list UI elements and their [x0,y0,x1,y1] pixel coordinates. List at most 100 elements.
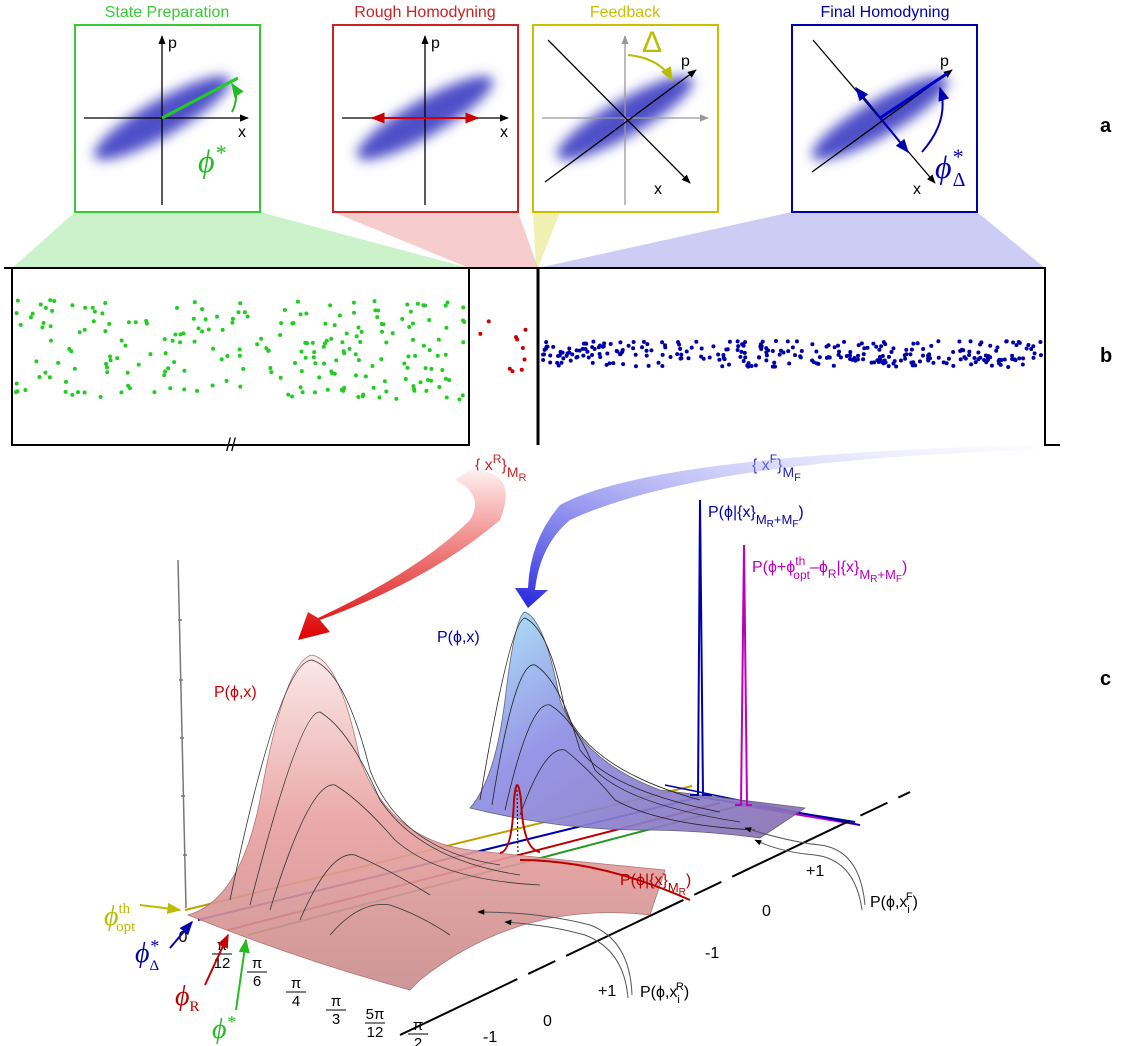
phi-tick-den: 12 [214,955,231,972]
dot [134,320,138,324]
dot [64,380,68,384]
phase-sub: Δ [150,958,160,974]
dot [990,364,994,368]
dot [590,353,594,357]
dot [711,344,715,348]
dot [15,311,19,315]
dot [437,338,441,342]
dot [1021,362,1025,366]
dot [333,323,337,327]
dot [123,344,127,348]
dot [357,326,361,330]
phi-tick-num: 5π [366,1006,385,1023]
label-part: ) [798,504,803,521]
dot [962,355,966,359]
phase-label: ϕ* [212,1012,236,1045]
dot [172,360,176,364]
measurement-record [4,268,1060,445]
dot [818,355,822,359]
dot [40,325,44,329]
dot [567,346,571,350]
x-tick-label: +1 [806,863,824,880]
dot [317,375,321,379]
dot [723,357,727,361]
dot [178,340,182,344]
dot [793,353,797,357]
dot [126,371,130,375]
dot [798,354,802,358]
dot [412,389,416,393]
dot [815,361,819,365]
dot [978,342,982,346]
dot [645,342,649,346]
dot [215,315,219,319]
dot [708,355,712,359]
dot [871,342,875,346]
dot [269,370,273,374]
dot [348,347,352,351]
dot [70,303,74,307]
dot [957,340,961,344]
dot [766,348,770,352]
dot [301,390,305,394]
phi-tick-num: π [291,975,301,992]
dot [67,347,71,351]
dot [119,390,123,394]
x-tick-label: 0 [543,1013,552,1030]
dot [341,389,345,393]
dot [921,347,925,351]
dot [411,322,415,326]
dot [195,389,199,393]
dot [745,363,749,367]
dot [361,394,365,398]
x-tick-label: +1 [598,983,616,1000]
dot [1026,343,1030,347]
dot [690,346,694,350]
dot [108,354,112,358]
dot [997,361,1001,365]
dot [774,339,778,343]
surface-label: P(ϕ,x) [214,684,257,701]
panel-title: State Preparation [105,4,230,21]
axis-label: x [500,124,508,141]
dot [1031,356,1035,360]
dot [211,347,215,351]
dot [436,354,440,358]
dot [91,306,95,310]
dot [814,350,818,354]
dot [78,330,82,334]
dot [100,311,104,315]
dot [424,389,428,393]
phase-sup: * [150,936,159,956]
dot [231,317,235,321]
dot [877,348,881,352]
label-sup: R [493,452,502,466]
dot [1013,357,1017,361]
dot [103,329,107,333]
dot [204,317,208,321]
axis-label: p [431,35,440,52]
dot [986,358,990,362]
dot [402,362,406,366]
dot [611,361,615,365]
dot [437,385,441,389]
dot [961,348,965,352]
dot [911,342,915,346]
dot [391,331,395,335]
dot [551,345,555,349]
dot [429,367,433,371]
dot [163,369,167,373]
label-part: P(ϕ|{x} [620,872,668,889]
label-sub: opt [793,568,810,582]
dot [1021,356,1025,360]
label-sub: i [677,994,679,1006]
dot [982,358,986,362]
dot [543,348,547,352]
dot [422,344,426,348]
dot [162,373,166,377]
dot [862,346,866,350]
dot [642,340,646,344]
dot [842,340,846,344]
dot [569,359,573,363]
dot [373,299,377,303]
